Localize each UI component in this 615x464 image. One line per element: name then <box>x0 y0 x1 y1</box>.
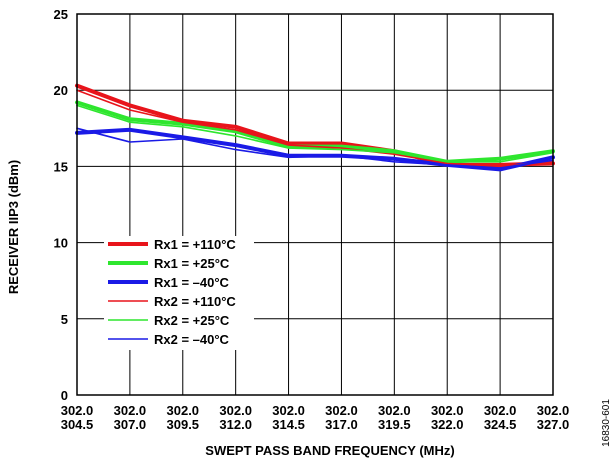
y-axis-title: RECEIVER IIP3 (dBm) <box>6 160 21 294</box>
x-tick-label: 302.0 <box>167 403 200 418</box>
x-tick-label: 302.0 <box>378 403 411 418</box>
x-tick-label: 312.0 <box>219 417 252 432</box>
x-tick-label: 302.0 <box>325 403 358 418</box>
x-tick-label: 302.0 <box>219 403 252 418</box>
series-line-6 <box>76 127 554 169</box>
x-tick-label: 302.0 <box>484 403 517 418</box>
x-tick-label: 302.0 <box>272 403 305 418</box>
legend-label: Rx2 = –40°C <box>154 332 230 347</box>
legend-label: Rx2 = +25°C <box>154 313 230 328</box>
series-line-4 <box>76 89 554 168</box>
x-tick-label: 319.5 <box>378 417 411 432</box>
x-tick-label: 322.0 <box>431 417 464 432</box>
x-tick-labels: 302.0304.5302.0307.0302.0309.5302.0312.0… <box>61 403 570 432</box>
x-tick-label: 302.0 <box>114 403 147 418</box>
legend: Rx1 = +110°C Rx1 = +25°C Rx1 = –40°C Rx2 = … <box>104 236 254 350</box>
figure-id: 16830-601 <box>601 399 612 447</box>
legend-box <box>104 236 254 350</box>
x-tick-label: 309.5 <box>167 417 200 432</box>
x-axis-title: SWEPT PASS BAND FREQUENCY (MHz) <box>205 443 454 458</box>
x-tick-label: 307.0 <box>114 417 147 432</box>
series-lines <box>75 83 555 172</box>
x-tick-label: 314.5 <box>272 417 305 432</box>
y-tick-label: 0 <box>61 388 68 403</box>
y-tick-label: 15 <box>54 159 68 174</box>
legend-label: Rx1 = +110°C <box>154 237 236 252</box>
x-tick-label: 302.0 <box>431 403 464 418</box>
x-tick-label: 324.5 <box>484 417 517 432</box>
y-tick-label: 10 <box>54 236 68 251</box>
x-tick-label: 304.5 <box>61 417 94 432</box>
series-line-5 <box>76 104 554 163</box>
legend-label: Rx2 = +110°C <box>154 294 236 309</box>
x-tick-label: 302.0 <box>537 403 570 418</box>
legend-label: Rx1 = –40°C <box>154 275 230 290</box>
plot-frame <box>76 13 554 396</box>
legend-label: Rx1 = +25°C <box>154 256 230 271</box>
y-tick-label: 5 <box>61 312 68 327</box>
grid <box>77 14 553 395</box>
x-tick-label: 317.0 <box>325 417 358 432</box>
y-tick-label: 20 <box>54 83 68 98</box>
x-tick-label: 327.0 <box>537 417 570 432</box>
x-tick-label: 302.0 <box>61 403 94 418</box>
series-line-1 <box>75 83 555 167</box>
y-tick-labels: 0 5 10 15 20 25 <box>54 7 68 403</box>
y-tick-label: 25 <box>54 7 68 22</box>
